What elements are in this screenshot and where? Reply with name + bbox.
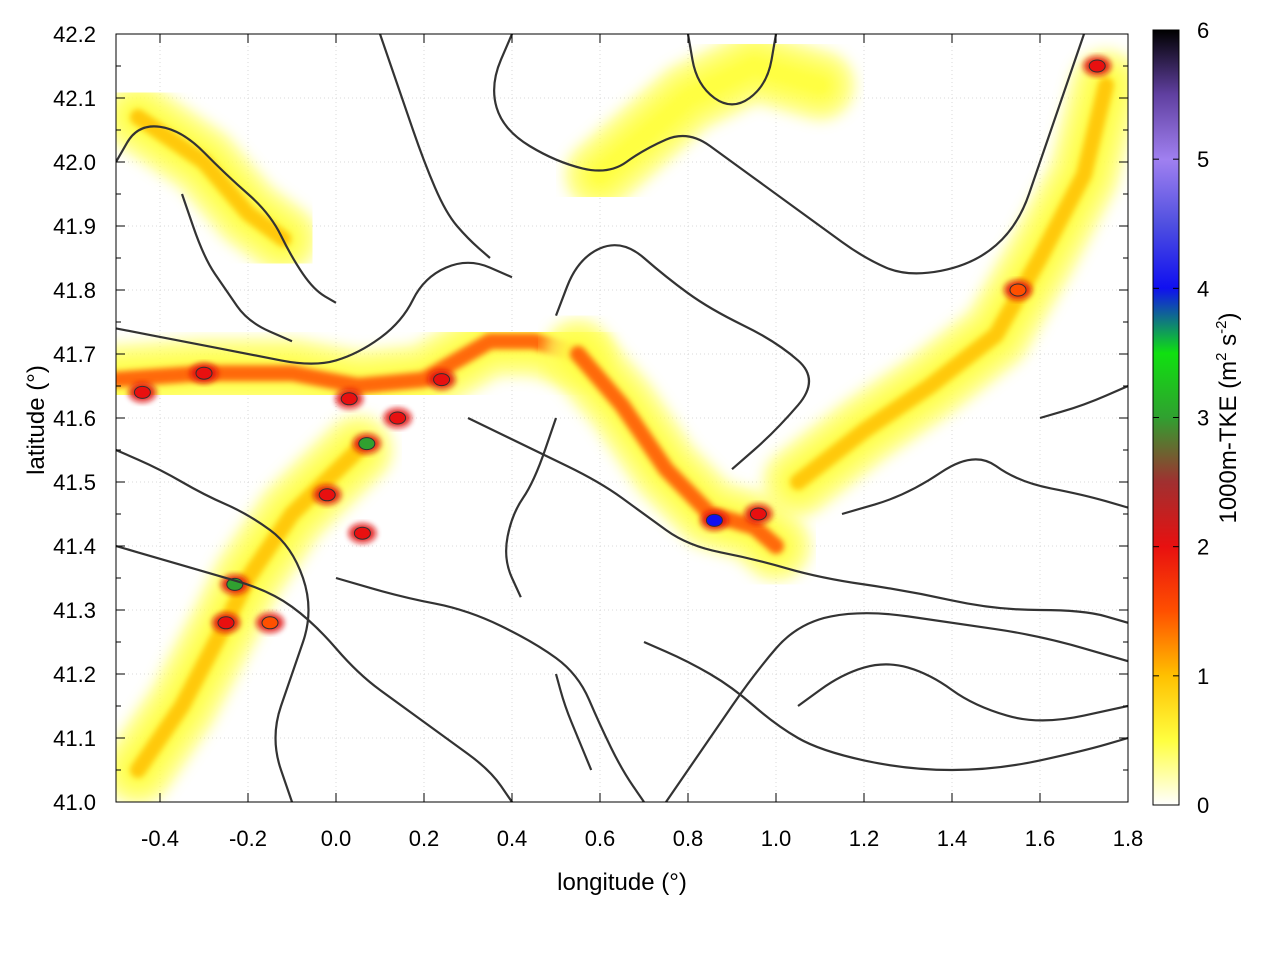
tke-peak-10: [1088, 59, 1106, 73]
x-tick-label-3: 0.2: [409, 826, 440, 851]
colorbar-tick-label-2: 2: [1197, 535, 1209, 560]
colorbar-label: 1000m-TKE (m2 s-2): [1213, 312, 1242, 523]
tke-peak-3: [217, 616, 235, 630]
x-tick-label-8: 1.2: [849, 826, 880, 851]
tke-band-core-5: [592, 58, 828, 183]
x-axis-label: longitude (°): [557, 869, 687, 896]
y-tick-label-9: 41.9: [53, 214, 96, 239]
tke-band-core-0: [130, 109, 292, 247]
x-tick-label-0: -0.4: [141, 826, 179, 851]
x-tick-label-4: 0.4: [497, 826, 528, 851]
colorbar-tick-label-1: 1: [1197, 664, 1209, 689]
y-tick-label-10: 42.0: [53, 150, 96, 175]
contour-line-0: [116, 125, 337, 304]
tke-peak-4: [318, 488, 336, 502]
y-axis-label: latitude (°): [23, 365, 50, 475]
colorbar-tick-label-3: 3: [1197, 406, 1209, 431]
y-tick-label-2: 41.2: [53, 662, 96, 687]
contour-line-9: [493, 34, 1086, 275]
tke-band-core-3: [790, 77, 1114, 490]
colorbar-tick-label-4: 4: [1197, 276, 1209, 301]
axis-ticks: [116, 33, 1129, 803]
terrain-contours: [116, 34, 1128, 802]
contour-line-8: [665, 612, 1128, 802]
y-tick-label-4: 41.4: [53, 534, 96, 559]
y-tick-label-7: 41.7: [53, 342, 96, 367]
tke-heatmap: [116, 34, 1128, 802]
contour-line-10: [686, 34, 778, 106]
y-tick-label-3: 41.3: [53, 598, 96, 623]
x-tick-label-7: 1.0: [761, 826, 792, 851]
tke-peak-11: [353, 526, 371, 540]
tke-peak-9: [195, 366, 213, 380]
tke-band-core-1: [116, 333, 586, 394]
contour-line-12: [378, 34, 491, 259]
colorbar-ticks: 0 1 2 3 4 5 6: [1153, 18, 1209, 818]
tke-band-core-4: [130, 442, 366, 778]
contour-line-13: [1039, 384, 1128, 420]
x-tick-label-10: 1.6: [1025, 826, 1056, 851]
tke-peak-14: [1009, 283, 1027, 297]
contour-line-14: [797, 663, 1128, 722]
tke-peak-13: [261, 616, 279, 630]
contour-line-16: [554, 673, 593, 771]
tke-peak-6: [340, 392, 358, 406]
contour-line-2: [554, 244, 811, 471]
contour-line-6: [116, 448, 310, 802]
y-tick-labels: 41.0 41.1 41.2 41.3 41.4 41.5 41.6 41.7 41.8 41.9…: [53, 22, 96, 815]
contour-line-4: [335, 576, 645, 802]
x-tick-label-11: 1.8: [1113, 826, 1144, 851]
y-tick-label-8: 41.8: [53, 278, 96, 303]
tke-band-core-2: [570, 346, 784, 554]
tke-peak-7: [433, 373, 451, 387]
contour-line-11: [180, 193, 293, 343]
tke-peak-1: [705, 513, 723, 527]
contour-line-15: [505, 417, 558, 598]
y-tick-label-6: 41.6: [53, 406, 96, 431]
y-tick-label-0: 41.0: [53, 790, 96, 815]
x-tick-label-1: -0.2: [229, 826, 267, 851]
colorbar-tick-label-6: 6: [1197, 18, 1209, 43]
y-tick-label-12: 42.2: [53, 22, 96, 47]
y-tick-label-11: 42.1: [53, 86, 96, 111]
y-tick-label-1: 41.1: [53, 726, 96, 751]
tke-peak-5: [389, 411, 407, 425]
tke-peak-8: [133, 385, 151, 399]
x-tick-label-6: 0.8: [673, 826, 704, 851]
contour-line-5: [116, 544, 513, 802]
tke-peak-12: [749, 507, 767, 521]
y-tick-label-5: 41.5: [53, 470, 96, 495]
colorbar-tick-label-0: 0: [1197, 793, 1209, 818]
x-tick-label-2: 0.0: [321, 826, 352, 851]
tke-peak-0: [358, 437, 376, 451]
colorbar: 0 1 2 3 4 5 6 1000m-TKE (m2 s-2): [1152, 18, 1242, 818]
contour-line-3: [467, 417, 1128, 624]
x-tick-label-5: 0.6: [585, 826, 616, 851]
colorbar-tick-label-5: 5: [1197, 147, 1209, 172]
x-tick-label-9: 1.4: [937, 826, 968, 851]
x-tick-labels: -0.4 -0.2 0.0 0.2 0.4 0.6 0.8 1.0 1.2 1.4 1.6 1.8: [141, 826, 1143, 851]
contour-line-7: [643, 640, 1128, 772]
contour-line-1: [116, 261, 513, 365]
contour-line-17: [841, 458, 1128, 516]
